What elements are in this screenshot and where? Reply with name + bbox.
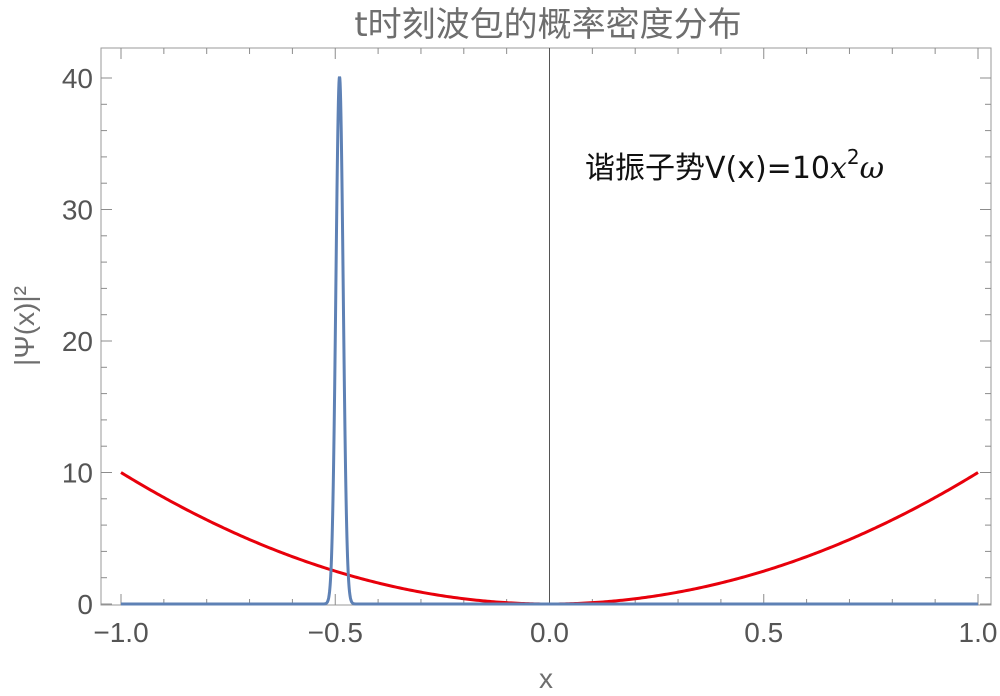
y-tick-label: 40 <box>62 63 93 94</box>
annotation-exponent: 2 <box>847 145 860 169</box>
x-tick-label: 0.0 <box>530 617 569 648</box>
tick-labels: −1.0 −0.5 0.0 0.5 1.0 0 10 20 30 40 <box>62 63 998 648</box>
y-tick-label: 20 <box>62 326 93 357</box>
plot-frame <box>100 47 992 606</box>
y-axis-label: |Ψ(x)|² <box>9 286 40 366</box>
y-tick-label: 10 <box>62 458 93 489</box>
annotation-variable: x <box>830 151 847 186</box>
x-tick-label: 1.0 <box>959 617 998 648</box>
y-tick-label: 30 <box>62 195 93 226</box>
potential-annotation: 谐振子势V(x)=10x2ω <box>585 145 884 186</box>
ticks <box>101 48 991 605</box>
series-wavepacket-curve <box>121 76 978 606</box>
chart-title: t时刻波包的概率密度分布 <box>354 5 741 45</box>
y-tick-label: 0 <box>77 589 93 620</box>
annotation-omega: ω <box>860 151 884 186</box>
x-tick-label: −1.0 <box>93 617 148 648</box>
annotation-prefix: 谐振子势V(x)=10 <box>585 151 830 186</box>
x-tick-label: −0.5 <box>308 617 363 648</box>
x-tick-label: 0.5 <box>744 617 783 648</box>
x-axis-label: x <box>539 663 553 694</box>
